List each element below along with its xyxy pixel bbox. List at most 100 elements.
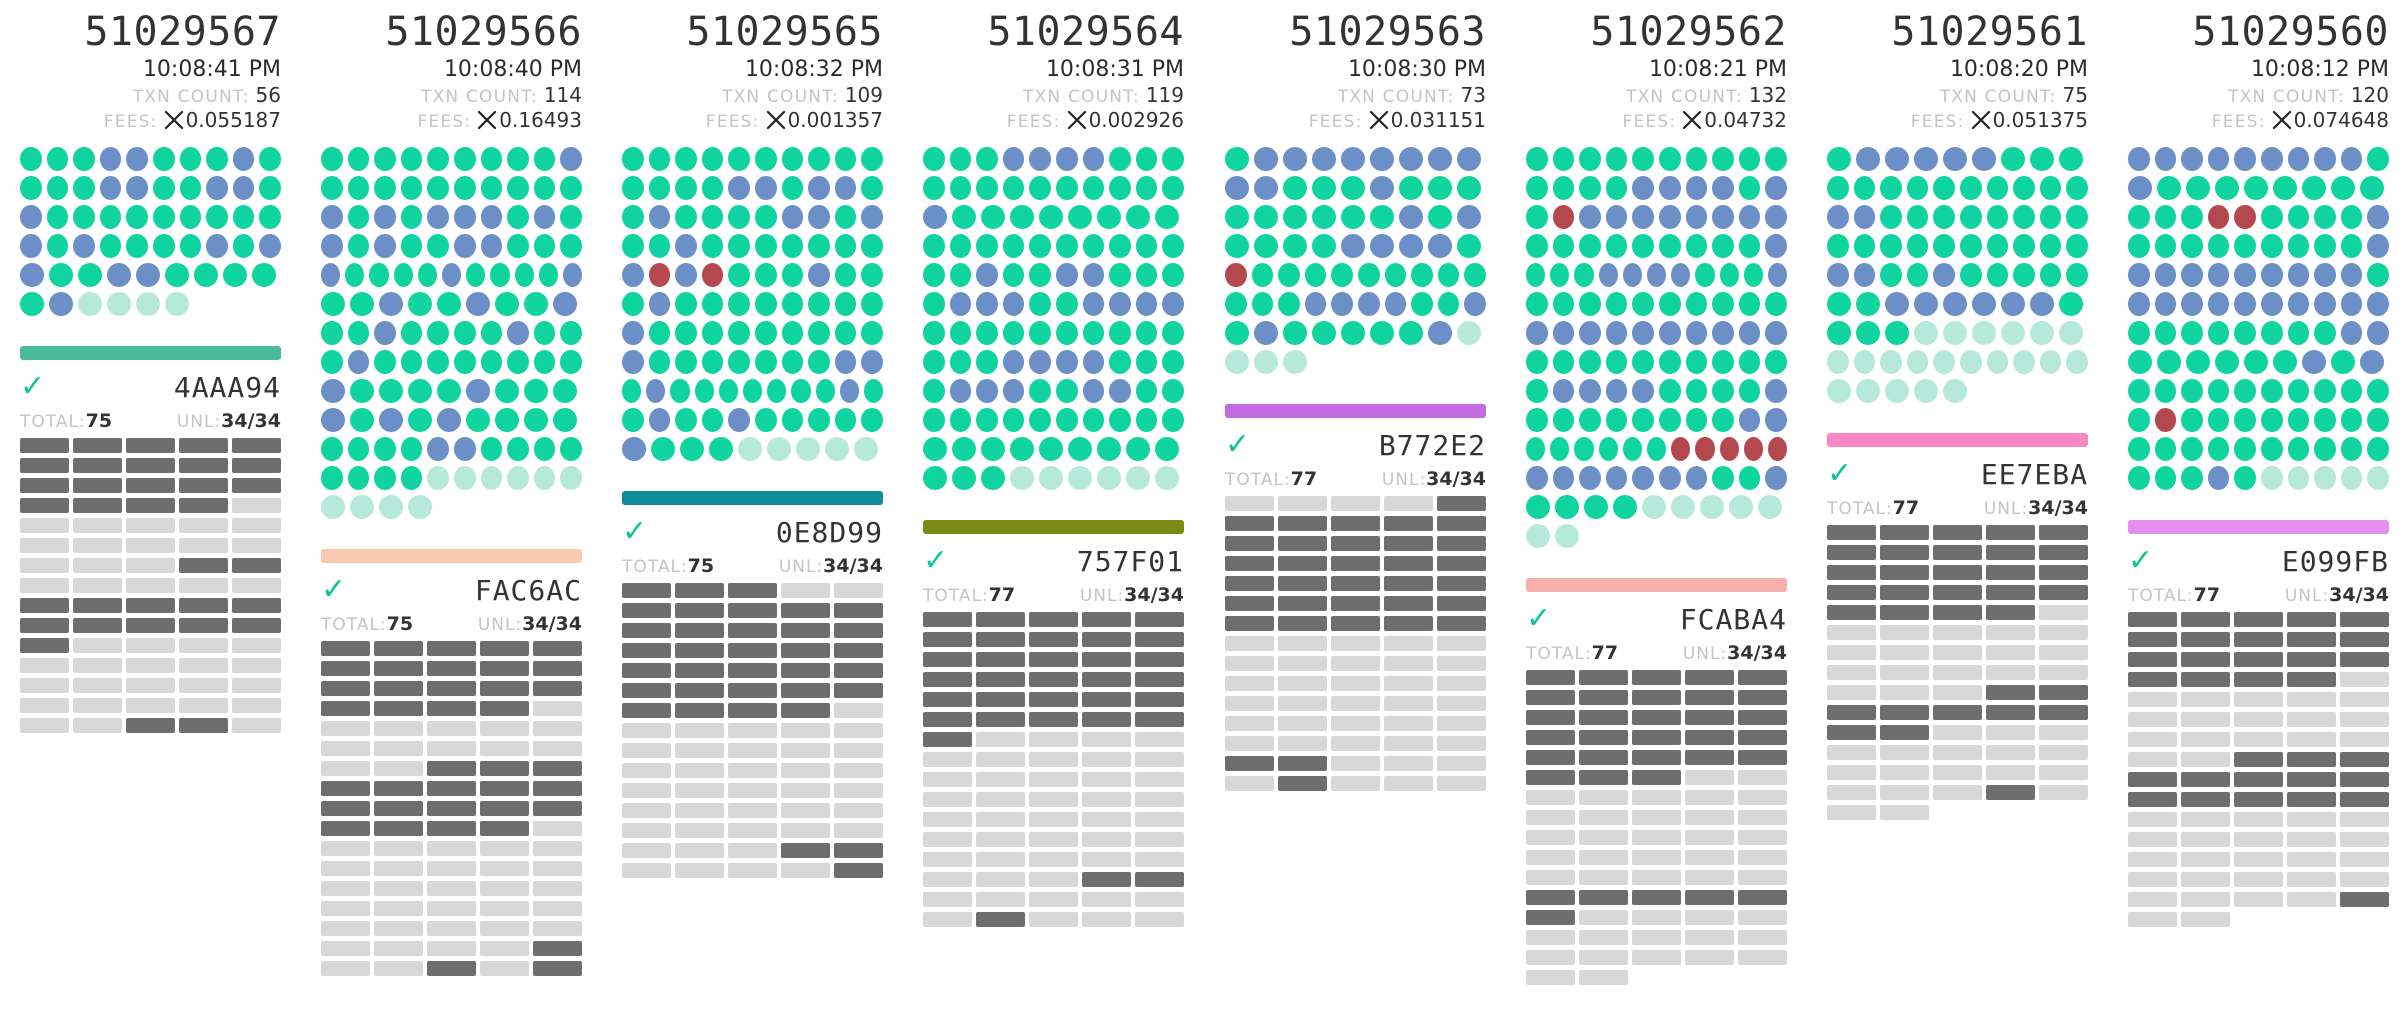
transaction-other-dot[interactable] — [2314, 147, 2336, 171]
transaction-success-dot[interactable] — [2039, 176, 2062, 200]
transaction-success-dot[interactable] — [861, 408, 883, 432]
validator-not-validated[interactable] — [126, 558, 175, 573]
transaction-success-dot[interactable] — [728, 205, 750, 229]
validator-not-validated[interactable] — [73, 658, 122, 673]
transaction-success-dot[interactable] — [1526, 437, 1546, 461]
validator-not-validated[interactable] — [20, 718, 69, 733]
validator-not-validated[interactable] — [1331, 676, 1380, 691]
validator-validated[interactable] — [480, 681, 529, 696]
validator-not-validated[interactable] — [1384, 696, 1433, 711]
validator-not-validated[interactable] — [1135, 852, 1184, 867]
transaction-success-dot[interactable] — [453, 321, 476, 345]
validator-not-validated[interactable] — [1135, 812, 1184, 827]
transaction-success-dot[interactable] — [480, 437, 503, 461]
validator-not-validated[interactable] — [622, 803, 671, 818]
transaction-success-dot[interactable] — [1555, 495, 1579, 519]
validator-not-validated[interactable] — [781, 723, 830, 738]
validator-validated[interactable] — [1880, 725, 1929, 740]
transaction-success-dot[interactable] — [1082, 234, 1105, 258]
transaction-success-dot[interactable] — [408, 379, 432, 403]
validator-validated[interactable] — [1029, 632, 1078, 647]
transaction-success-dot[interactable] — [560, 321, 582, 345]
validator-not-validated[interactable] — [1225, 656, 1274, 671]
transaction-success-dot[interactable] — [1605, 408, 1628, 432]
validator-not-validated[interactable] — [232, 638, 281, 653]
validator-validated[interactable] — [1384, 556, 1433, 571]
transaction-success-dot[interactable] — [453, 147, 476, 171]
transaction-other-dot[interactable] — [20, 205, 42, 229]
transaction-success-dot[interactable] — [923, 263, 945, 287]
validator-not-validated[interactable] — [427, 741, 476, 756]
validator-validated[interactable] — [1579, 690, 1628, 705]
transaction-success-dot[interactable] — [2367, 437, 2389, 461]
validator-not-validated[interactable] — [2234, 812, 2283, 827]
validator-not-validated[interactable] — [976, 772, 1025, 787]
validator-validated[interactable] — [1986, 525, 2035, 540]
transaction-success-dot[interactable] — [2367, 408, 2389, 432]
validator-validated[interactable] — [1331, 556, 1380, 571]
transaction-other-dot[interactable] — [1712, 205, 1734, 229]
validator-not-validated[interactable] — [1632, 850, 1681, 865]
validator-validated[interactable] — [126, 618, 175, 633]
validator-not-validated[interactable] — [1437, 776, 1486, 791]
transaction-success-dot[interactable] — [2001, 147, 2025, 171]
transaction-pending-dot[interactable] — [1943, 379, 1967, 403]
validator-not-validated[interactable] — [1331, 656, 1380, 671]
transaction-other-dot[interactable] — [1685, 176, 1708, 200]
validator-not-validated[interactable] — [2234, 692, 2283, 707]
validator-not-validated[interactable] — [781, 823, 830, 838]
validator-validated[interactable] — [179, 618, 228, 633]
validator-validated[interactable] — [374, 681, 423, 696]
transaction-success-dot[interactable] — [1341, 321, 1365, 345]
transaction-success-dot[interactable] — [2154, 379, 2177, 403]
transaction-success-dot[interactable] — [480, 147, 503, 171]
validator-not-validated[interactable] — [1880, 685, 1929, 700]
transaction-success-dot[interactable] — [152, 234, 175, 258]
transaction-other-dot[interactable] — [1765, 379, 1787, 403]
transaction-other-dot[interactable] — [808, 176, 830, 200]
transaction-success-dot[interactable] — [781, 350, 804, 374]
transaction-success-dot[interactable] — [701, 321, 724, 345]
validator-not-validated[interactable] — [2340, 712, 2389, 727]
transaction-other-dot[interactable] — [1712, 176, 1734, 200]
validator-not-validated[interactable] — [1135, 752, 1184, 767]
validator-not-validated[interactable] — [834, 743, 883, 758]
transaction-pending-dot[interactable] — [1906, 350, 1929, 374]
transaction-success-dot[interactable] — [1002, 234, 1025, 258]
validator-validated[interactable] — [1579, 750, 1628, 765]
transaction-success-dot[interactable] — [1109, 176, 1131, 200]
validator-validated[interactable] — [126, 478, 175, 493]
transaction-success-dot[interactable] — [524, 379, 548, 403]
transaction-other-dot[interactable] — [2154, 292, 2177, 316]
validator-not-validated[interactable] — [1933, 785, 1982, 800]
validator-not-validated[interactable] — [1738, 950, 1787, 965]
validator-not-validated[interactable] — [622, 823, 671, 838]
validator-not-validated[interactable] — [533, 741, 582, 756]
transaction-success-dot[interactable] — [1135, 408, 1158, 432]
transaction-success-dot[interactable] — [1055, 321, 1078, 345]
transaction-success-dot[interactable] — [259, 205, 281, 229]
validator-not-validated[interactable] — [1082, 752, 1131, 767]
transaction-success-dot[interactable] — [2207, 234, 2230, 258]
transaction-pending-dot[interactable] — [1225, 350, 1249, 374]
transaction-other-dot[interactable] — [1658, 466, 1681, 490]
transaction-success-dot[interactable] — [533, 437, 556, 461]
validator-validated[interactable] — [2340, 792, 2389, 807]
validator-validated[interactable] — [1135, 632, 1184, 647]
validator-not-validated[interactable] — [1082, 812, 1131, 827]
validator-not-validated[interactable] — [1738, 850, 1787, 865]
validator-validated[interactable] — [781, 623, 830, 638]
validator-not-validated[interactable] — [1082, 912, 1131, 927]
validator-not-validated[interactable] — [834, 783, 883, 798]
validator-validated[interactable] — [533, 941, 582, 956]
transaction-other-dot[interactable] — [2340, 147, 2363, 171]
transaction-other-dot[interactable] — [1552, 466, 1575, 490]
transaction-other-dot[interactable] — [1341, 234, 1365, 258]
transaction-success-dot[interactable] — [321, 350, 343, 374]
transaction-pending-dot[interactable] — [738, 437, 762, 461]
transaction-success-dot[interactable] — [861, 321, 883, 345]
transaction-other-dot[interactable] — [2340, 263, 2363, 287]
transaction-success-dot[interactable] — [2013, 234, 2035, 258]
transaction-success-dot[interactable] — [1658, 234, 1681, 258]
validator-not-validated[interactable] — [321, 921, 370, 936]
